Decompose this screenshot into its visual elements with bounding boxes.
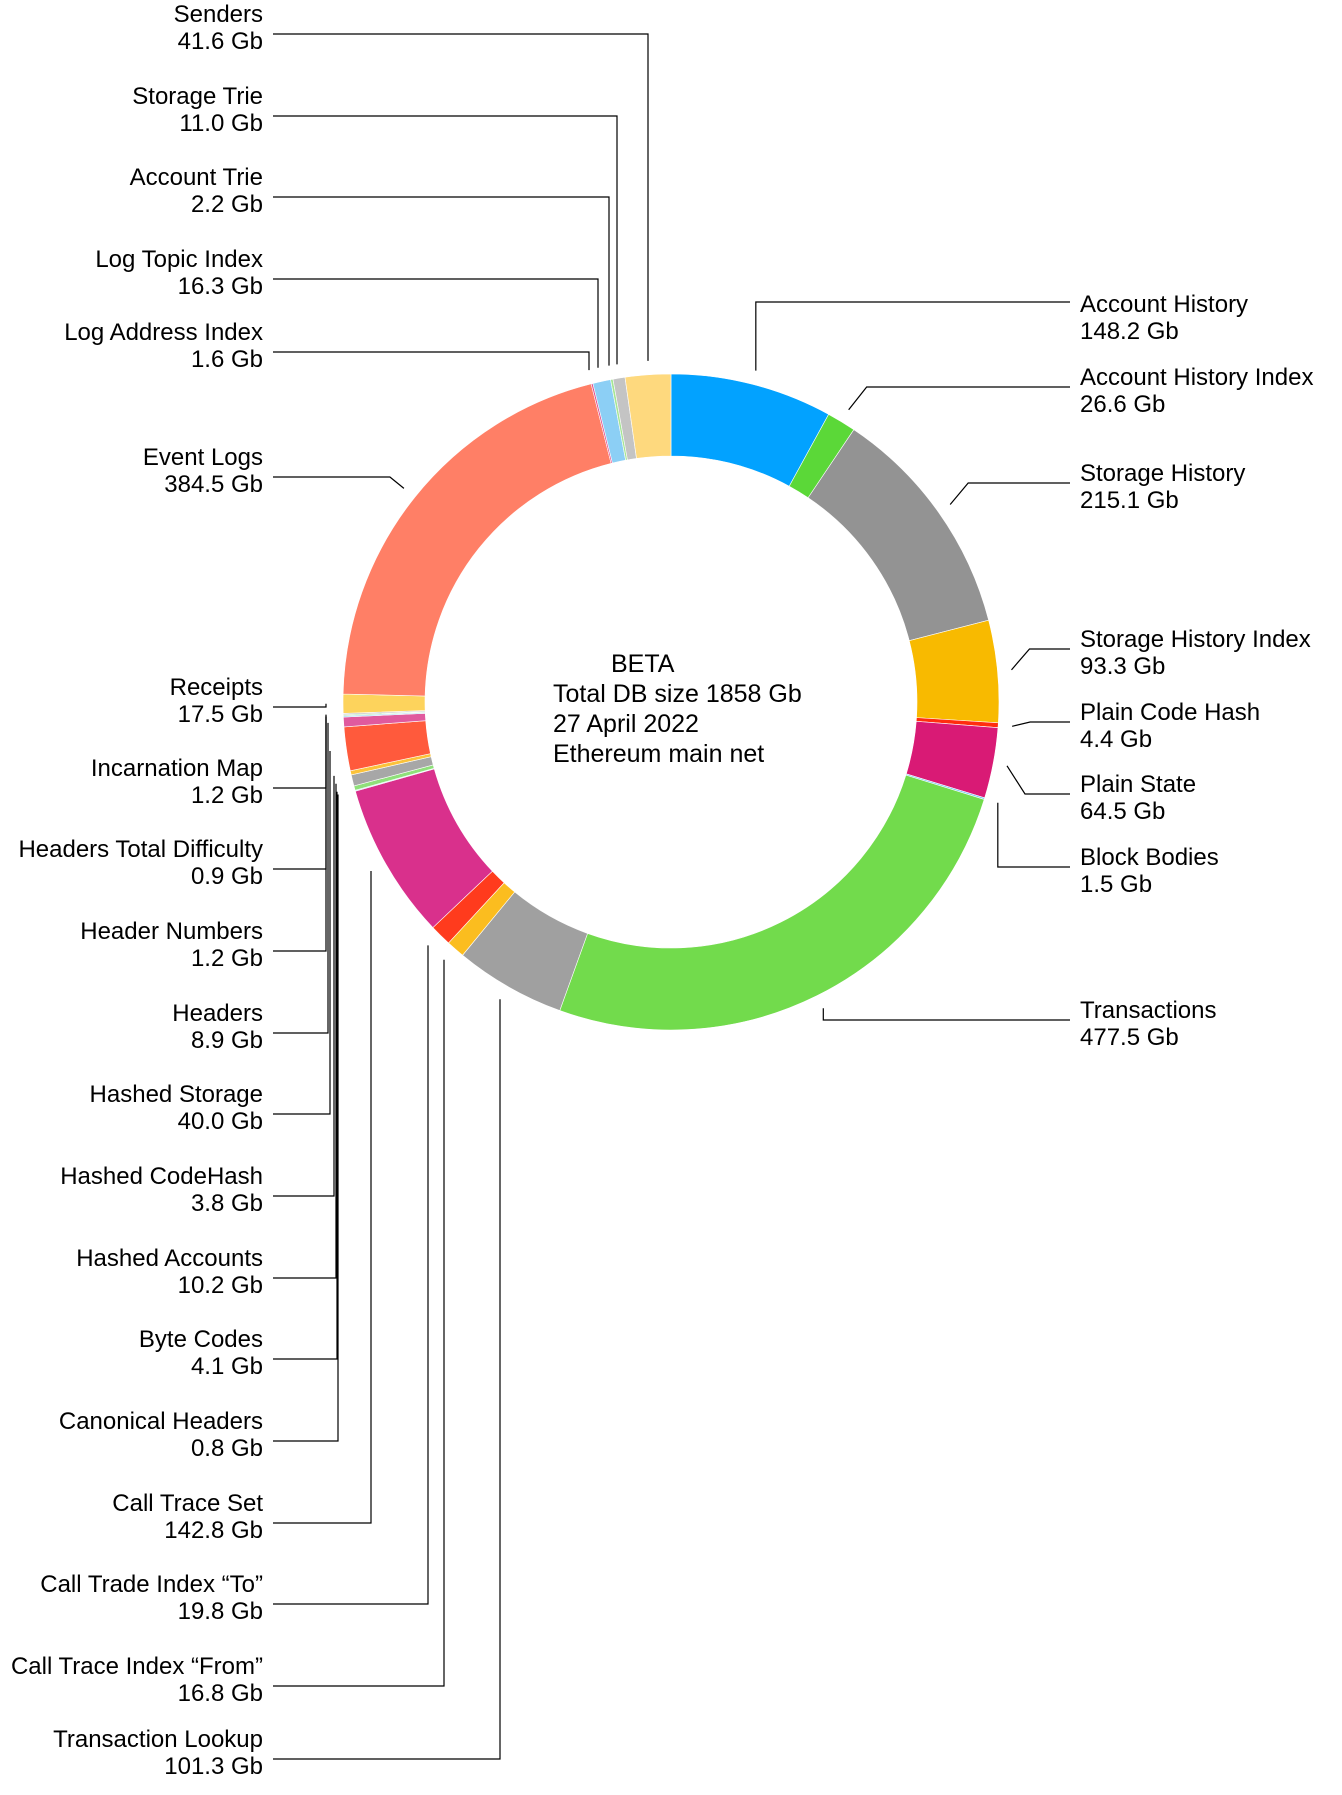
label-hashed-codehash: Hashed CodeHash [60, 1163, 263, 1190]
slice-receipts [342, 693, 426, 714]
leader-log-address-index [273, 351, 590, 371]
value-call-trade-index-to: 19.8 Gb [178, 1598, 263, 1625]
value-senders: 41.6 Gb [178, 28, 263, 55]
leader-header-numbers [273, 717, 327, 952]
value-receipts: 17.5 Gb [178, 701, 263, 728]
leader-event-logs [273, 476, 405, 489]
label-transaction-lookup: Transaction Lookup [53, 1726, 263, 1753]
center-text-line-4: Ethereum main net [553, 740, 764, 768]
slice-senders [624, 373, 672, 459]
leader-log-topic-index [273, 278, 599, 368]
slice-storage-history [807, 429, 990, 642]
label-event-logs: Event Logs [143, 444, 263, 471]
label-hashed-accounts: Hashed Accounts [76, 1245, 263, 1272]
leader-receipts [273, 703, 327, 708]
label-byte-codes: Byte Codes [139, 1326, 263, 1353]
leader-hashed-accounts [273, 783, 337, 1279]
value-block-bodies: 1.5 Gb [1080, 871, 1152, 898]
value-byte-codes: 4.1 Gb [191, 1353, 263, 1380]
leader-account-trie [273, 196, 610, 366]
leader-call-trace-index-from [273, 959, 445, 1687]
leader-account-history-index [848, 386, 1070, 411]
value-incarnation-map: 1.2 Gb [191, 782, 263, 809]
leader-hashed-storage [273, 750, 331, 1115]
value-storage-trie: 11.0 Gb [179, 110, 263, 137]
value-canonical-headers: 0.8 Gb [191, 1435, 263, 1462]
slice-event-logs [342, 383, 612, 697]
value-headers: 8.9 Gb [191, 1027, 263, 1054]
label-call-trace-index-from: Call Trace Index “From” [11, 1653, 263, 1680]
leader-plain-state [1006, 765, 1070, 795]
value-call-trace-set: 142.8 Gb [164, 1517, 263, 1544]
leader-block-bodies [997, 802, 1070, 868]
donut-slices [342, 373, 1000, 1031]
label-transactions: Transactions [1080, 997, 1217, 1024]
center-text-block: BETA Total DB size 1858 Gb 27 April 2022… [553, 650, 802, 768]
label-account-history-index: Account History Index [1080, 364, 1313, 391]
label-call-trade-index-to: Call Trade Index “To” [40, 1571, 263, 1598]
leader-lines [273, 33, 1070, 1760]
slice-transactions [559, 774, 985, 1031]
value-headers-total-difficulty: 0.9 Gb [191, 863, 263, 890]
leader-storage-trie [273, 115, 618, 365]
label-storage-trie: Storage Trie [132, 83, 263, 110]
label-plain-code-hash: Plain Code Hash [1080, 699, 1260, 726]
label-log-address-index: Log Address Index [64, 319, 263, 346]
value-hashed-codehash: 3.8 Gb [191, 1190, 263, 1217]
label-plain-state: Plain State [1080, 771, 1196, 798]
leader-call-trace-set [273, 870, 372, 1524]
label-header-numbers: Header Numbers [80, 918, 263, 945]
label-account-history: Account History [1080, 291, 1248, 318]
value-account-history-index: 26.6 Gb [1080, 391, 1165, 418]
label-block-bodies: Block Bodies [1080, 844, 1219, 871]
label-headers-total-difficulty: Headers Total Difficulty [18, 836, 263, 863]
leader-call-trade-index-to [273, 945, 429, 1605]
value-storage-history: 215.1 Gb [1080, 487, 1179, 514]
label-account-trie: Account Trie [130, 164, 263, 191]
leader-account-history [755, 301, 1070, 371]
label-hashed-storage: Hashed Storage [90, 1081, 263, 1108]
leader-headers-total-difficulty [273, 715, 327, 870]
value-plain-code-hash: 4.4 Gb [1080, 726, 1152, 753]
leader-incarnation-map [273, 714, 327, 789]
value-transaction-lookup: 101.3 Gb [164, 1753, 263, 1780]
label-storage-history-index: Storage History Index [1080, 626, 1311, 653]
leader-senders [273, 33, 649, 361]
label-canonical-headers: Canonical Headers [59, 1408, 263, 1435]
leader-transactions [822, 1008, 1070, 1021]
value-header-numbers: 1.2 Gb [191, 945, 263, 972]
label-storage-history: Storage History [1080, 460, 1245, 487]
label-call-trace-set: Call Trace Set [112, 1490, 263, 1517]
leader-storage-history-index [1011, 648, 1070, 671]
value-hashed-accounts: 10.2 Gb [178, 1272, 263, 1299]
value-call-trace-index-from: 16.8 Gb [178, 1680, 263, 1707]
value-log-topic-index: 16.3 Gb [178, 273, 263, 300]
leader-plain-code-hash [1011, 721, 1070, 727]
label-receipts: Receipts [170, 674, 263, 701]
value-account-trie: 2.2 Gb [191, 191, 263, 218]
value-log-address-index: 1.6 Gb [191, 346, 263, 373]
leader-transaction-lookup [273, 999, 501, 1760]
leader-canonical-headers [273, 794, 339, 1442]
leader-byte-codes [273, 791, 338, 1360]
label-headers: Headers [172, 1000, 263, 1027]
label-senders: Senders [174, 1, 263, 28]
leader-headers [273, 722, 329, 1034]
value-account-history: 148.2 Gb [1080, 318, 1179, 345]
label-incarnation-map: Incarnation Map [91, 755, 263, 782]
leader-storage-history [949, 482, 1070, 505]
value-transactions: 477.5 Gb [1080, 1024, 1179, 1051]
value-storage-history-index: 93.3 Gb [1080, 653, 1165, 680]
center-text-line-1: BETA [611, 650, 675, 678]
label-log-topic-index: Log Topic Index [95, 246, 263, 273]
value-hashed-storage: 40.0 Gb [178, 1108, 263, 1135]
center-text-line-3: 27 April 2022 [553, 710, 699, 738]
center-text-line-2: Total DB size 1858 Gb [553, 680, 802, 708]
value-plain-state: 64.5 Gb [1080, 798, 1165, 825]
value-event-logs: 384.5 Gb [164, 471, 263, 498]
leader-hashed-codehash [273, 775, 335, 1197]
